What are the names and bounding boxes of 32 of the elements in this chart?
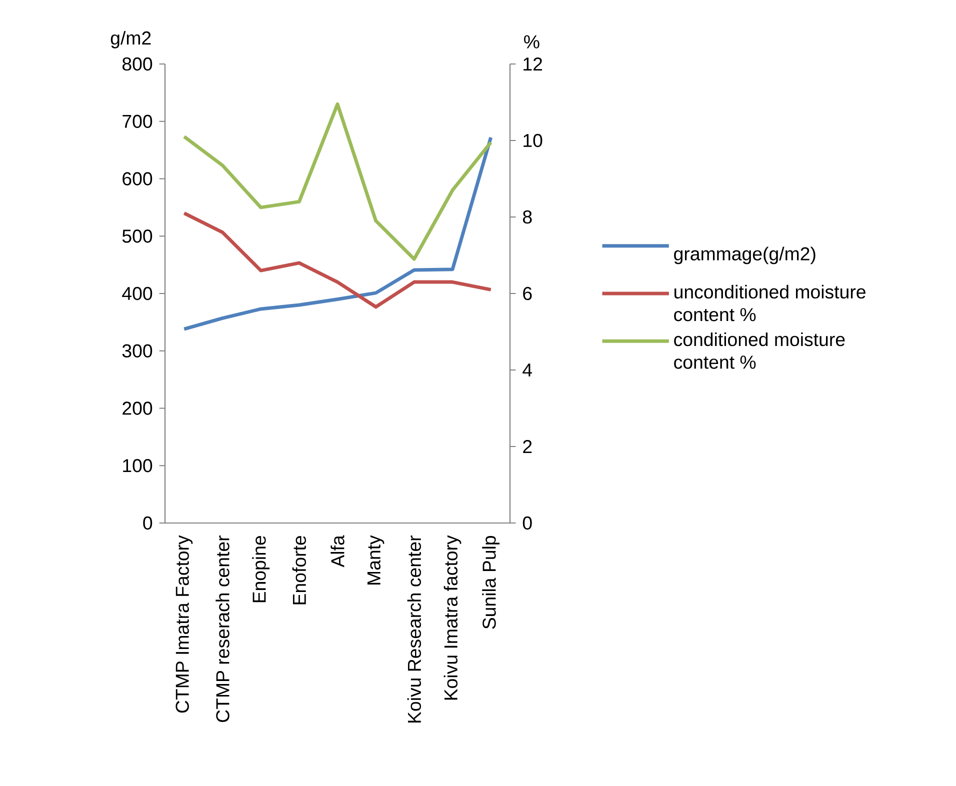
x-tick-label: Enoforte [292,536,306,604]
y2-tick-label: 4 [522,364,532,376]
line-series [182,211,493,309]
y-tick-label: 200 [122,402,152,415]
y-tick-label: 800 [122,57,152,71]
y2-tick-label: 8 [522,210,532,224]
y-tick-label: 400 [122,286,152,300]
x-tick-label: Sunila Pulp [482,536,500,629]
x-tick-label: Enopine [252,536,270,602]
legend-label: grammage(g/m2) [674,246,816,264]
y2-tick-label: 10 [524,134,542,148]
y-tick-label: 500 [122,230,152,243]
x-tick-label: CTMP reserach center [216,536,230,722]
y2-axis-title: % [524,35,540,48]
x-tick-label: Manty [367,535,384,584]
y2-tick-label: 2 [523,440,532,454]
x-tick-label: Koivu Imatra factory [444,535,462,700]
y-tick-label: 0 [143,516,152,530]
y2-tick-label: 12 [524,57,542,71]
y-tick-label: 100 [123,459,152,472]
y2-tick-label: 6 [523,286,532,300]
y-tick-label: 700 [122,114,152,128]
line-series [182,102,493,261]
line-series [182,136,493,331]
y-axis-title: g/m2 [110,30,151,48]
legend-label: conditioned moisture content % [674,332,845,369]
y2-tick-label: 0 [522,516,532,530]
x-tick-label: CTMP Imatra Factory [176,535,193,713]
y-tick-label: 300 [122,344,152,358]
x-tick-label: Koivu Research center [407,536,422,722]
x-tick-label: Alfa [330,535,344,568]
y-tick-label: 600 [122,172,152,186]
